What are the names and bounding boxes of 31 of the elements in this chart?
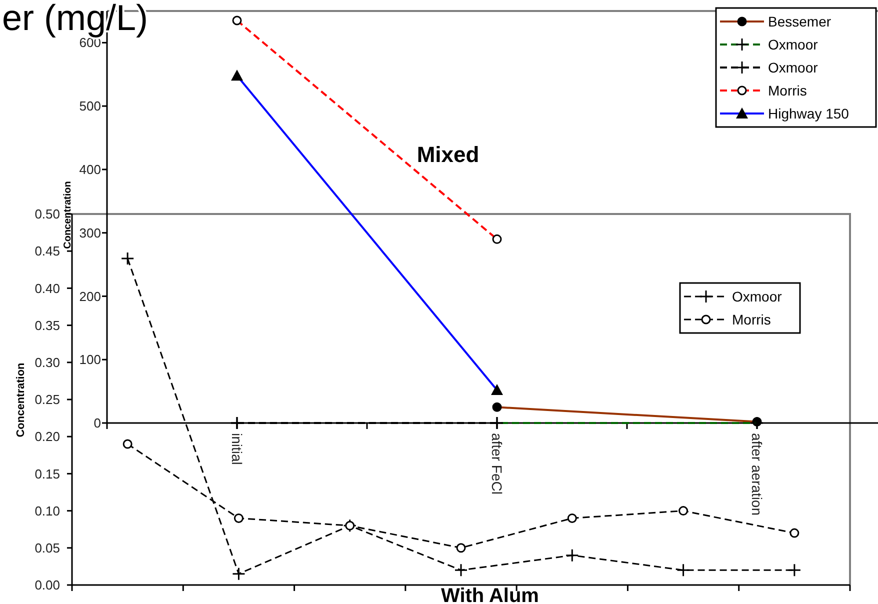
text: Mixed: [416, 142, 480, 167]
y-tick-label: 0.40: [34, 280, 60, 296]
y-tick-label: 200: [79, 288, 101, 304]
y-tick-label: 0.30: [34, 354, 60, 370]
text: With Alum: [441, 585, 539, 604]
legend-label: Highway 150: [768, 105, 850, 122]
y-tick-label: 0: [94, 416, 101, 431]
y-tick-label: 400: [79, 162, 101, 178]
y-tick-label: 0.10: [34, 503, 60, 518]
y-tick-label: 500: [79, 98, 101, 114]
x-tick-label: after FeCl: [489, 433, 506, 494]
y-tick-label: 0.00: [34, 578, 60, 593]
y-tick-label: 300: [79, 225, 101, 240]
legend-label: Morris: [732, 311, 771, 328]
y-tick-label: 0.35: [34, 318, 60, 333]
y-tick-label: 0.25: [34, 392, 60, 408]
y-axis-title: Concentration: [62, 181, 74, 249]
legend-label: Oxmoor: [768, 36, 818, 52]
y-tick-label: 0.50: [34, 206, 60, 222]
legend-label: Oxmoor: [732, 288, 782, 304]
y-tick-label: 100: [79, 352, 101, 368]
legend-label: Oxmoor: [768, 59, 818, 76]
legend-label: Bessemer: [768, 13, 832, 30]
y-tick-label: 0.15: [34, 466, 60, 482]
y-axis-title: Concentration: [14, 362, 27, 438]
y-tick-label: 0.05: [34, 540, 60, 556]
y-tick-label: 0.45: [34, 244, 60, 259]
y-tick-label: 0.20: [34, 429, 60, 444]
legend-label: Morris: [768, 82, 807, 98]
x-tick-label: initial: [229, 433, 246, 465]
x-tick-label: after aeration: [749, 433, 766, 516]
